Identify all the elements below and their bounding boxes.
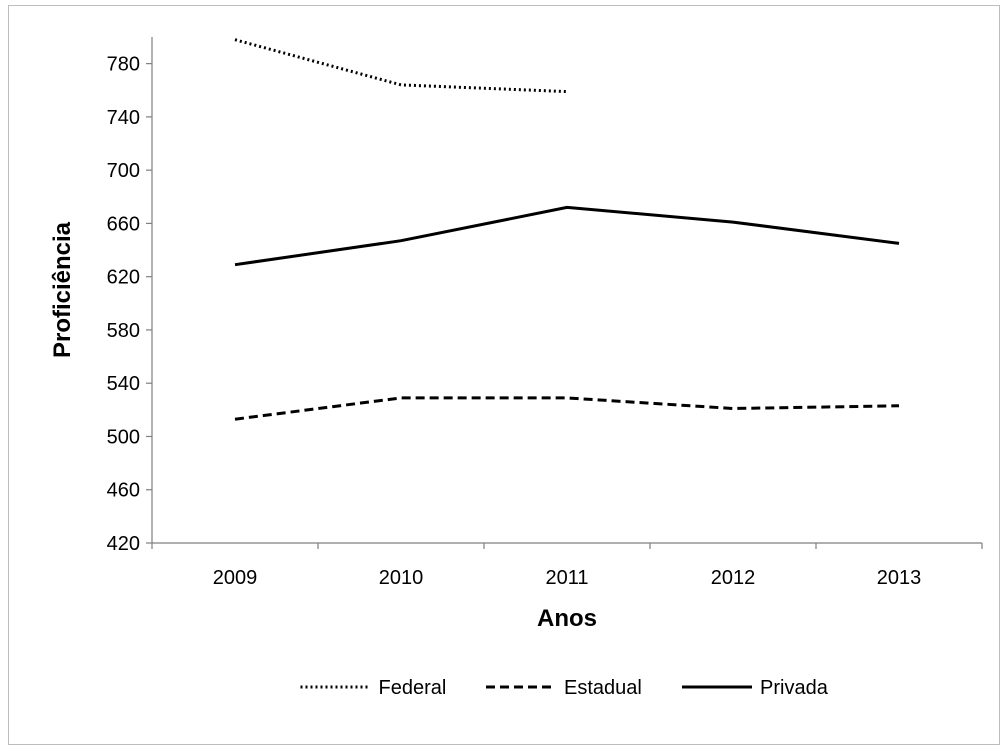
x-tick-label: 2011 [545,567,588,589]
x-tick-label: 2012 [711,567,756,589]
series-lines [234,38,900,421]
y-tick-label: 500 [107,426,140,448]
x-tick-label: 2010 [379,567,424,589]
legend: Federal Estadual Privada [300,677,829,699]
legend-item-estadual: Estadual [486,677,642,699]
y-tick-label: 660 [107,213,140,235]
series-line-estadual [234,396,900,421]
series-line-federal [234,38,568,94]
legend-label: Privada [760,677,829,699]
x-tick-label: 2013 [877,567,922,589]
y-tick-label: 420 [107,533,140,555]
legend-item-federal: Federal [300,677,447,699]
y-tick-label: 460 [107,480,140,502]
x-tick-label: 2009 [213,567,258,589]
x-axis-title: Anos [537,605,597,632]
y-tick-label: 580 [107,320,140,342]
y-tick-label: 740 [107,107,140,129]
y-tick-label: 700 [107,160,140,182]
y-axis-ticks: 420 460 500 540 580 620 660 700 740 780 [107,54,152,555]
series-line-privada [234,205,900,267]
legend-item-privada: Privada [682,677,829,699]
y-tick-label: 620 [107,267,140,289]
y-tick-label: 780 [107,54,140,76]
axes [151,37,982,544]
y-tick-label: 540 [107,373,140,395]
legend-label: Estadual [564,677,642,699]
y-axis-title: Proficiência [49,221,76,358]
x-axis-ticks: 2009 2010 2011 2012 2013 [151,543,983,589]
legend-label: Federal [379,677,447,699]
